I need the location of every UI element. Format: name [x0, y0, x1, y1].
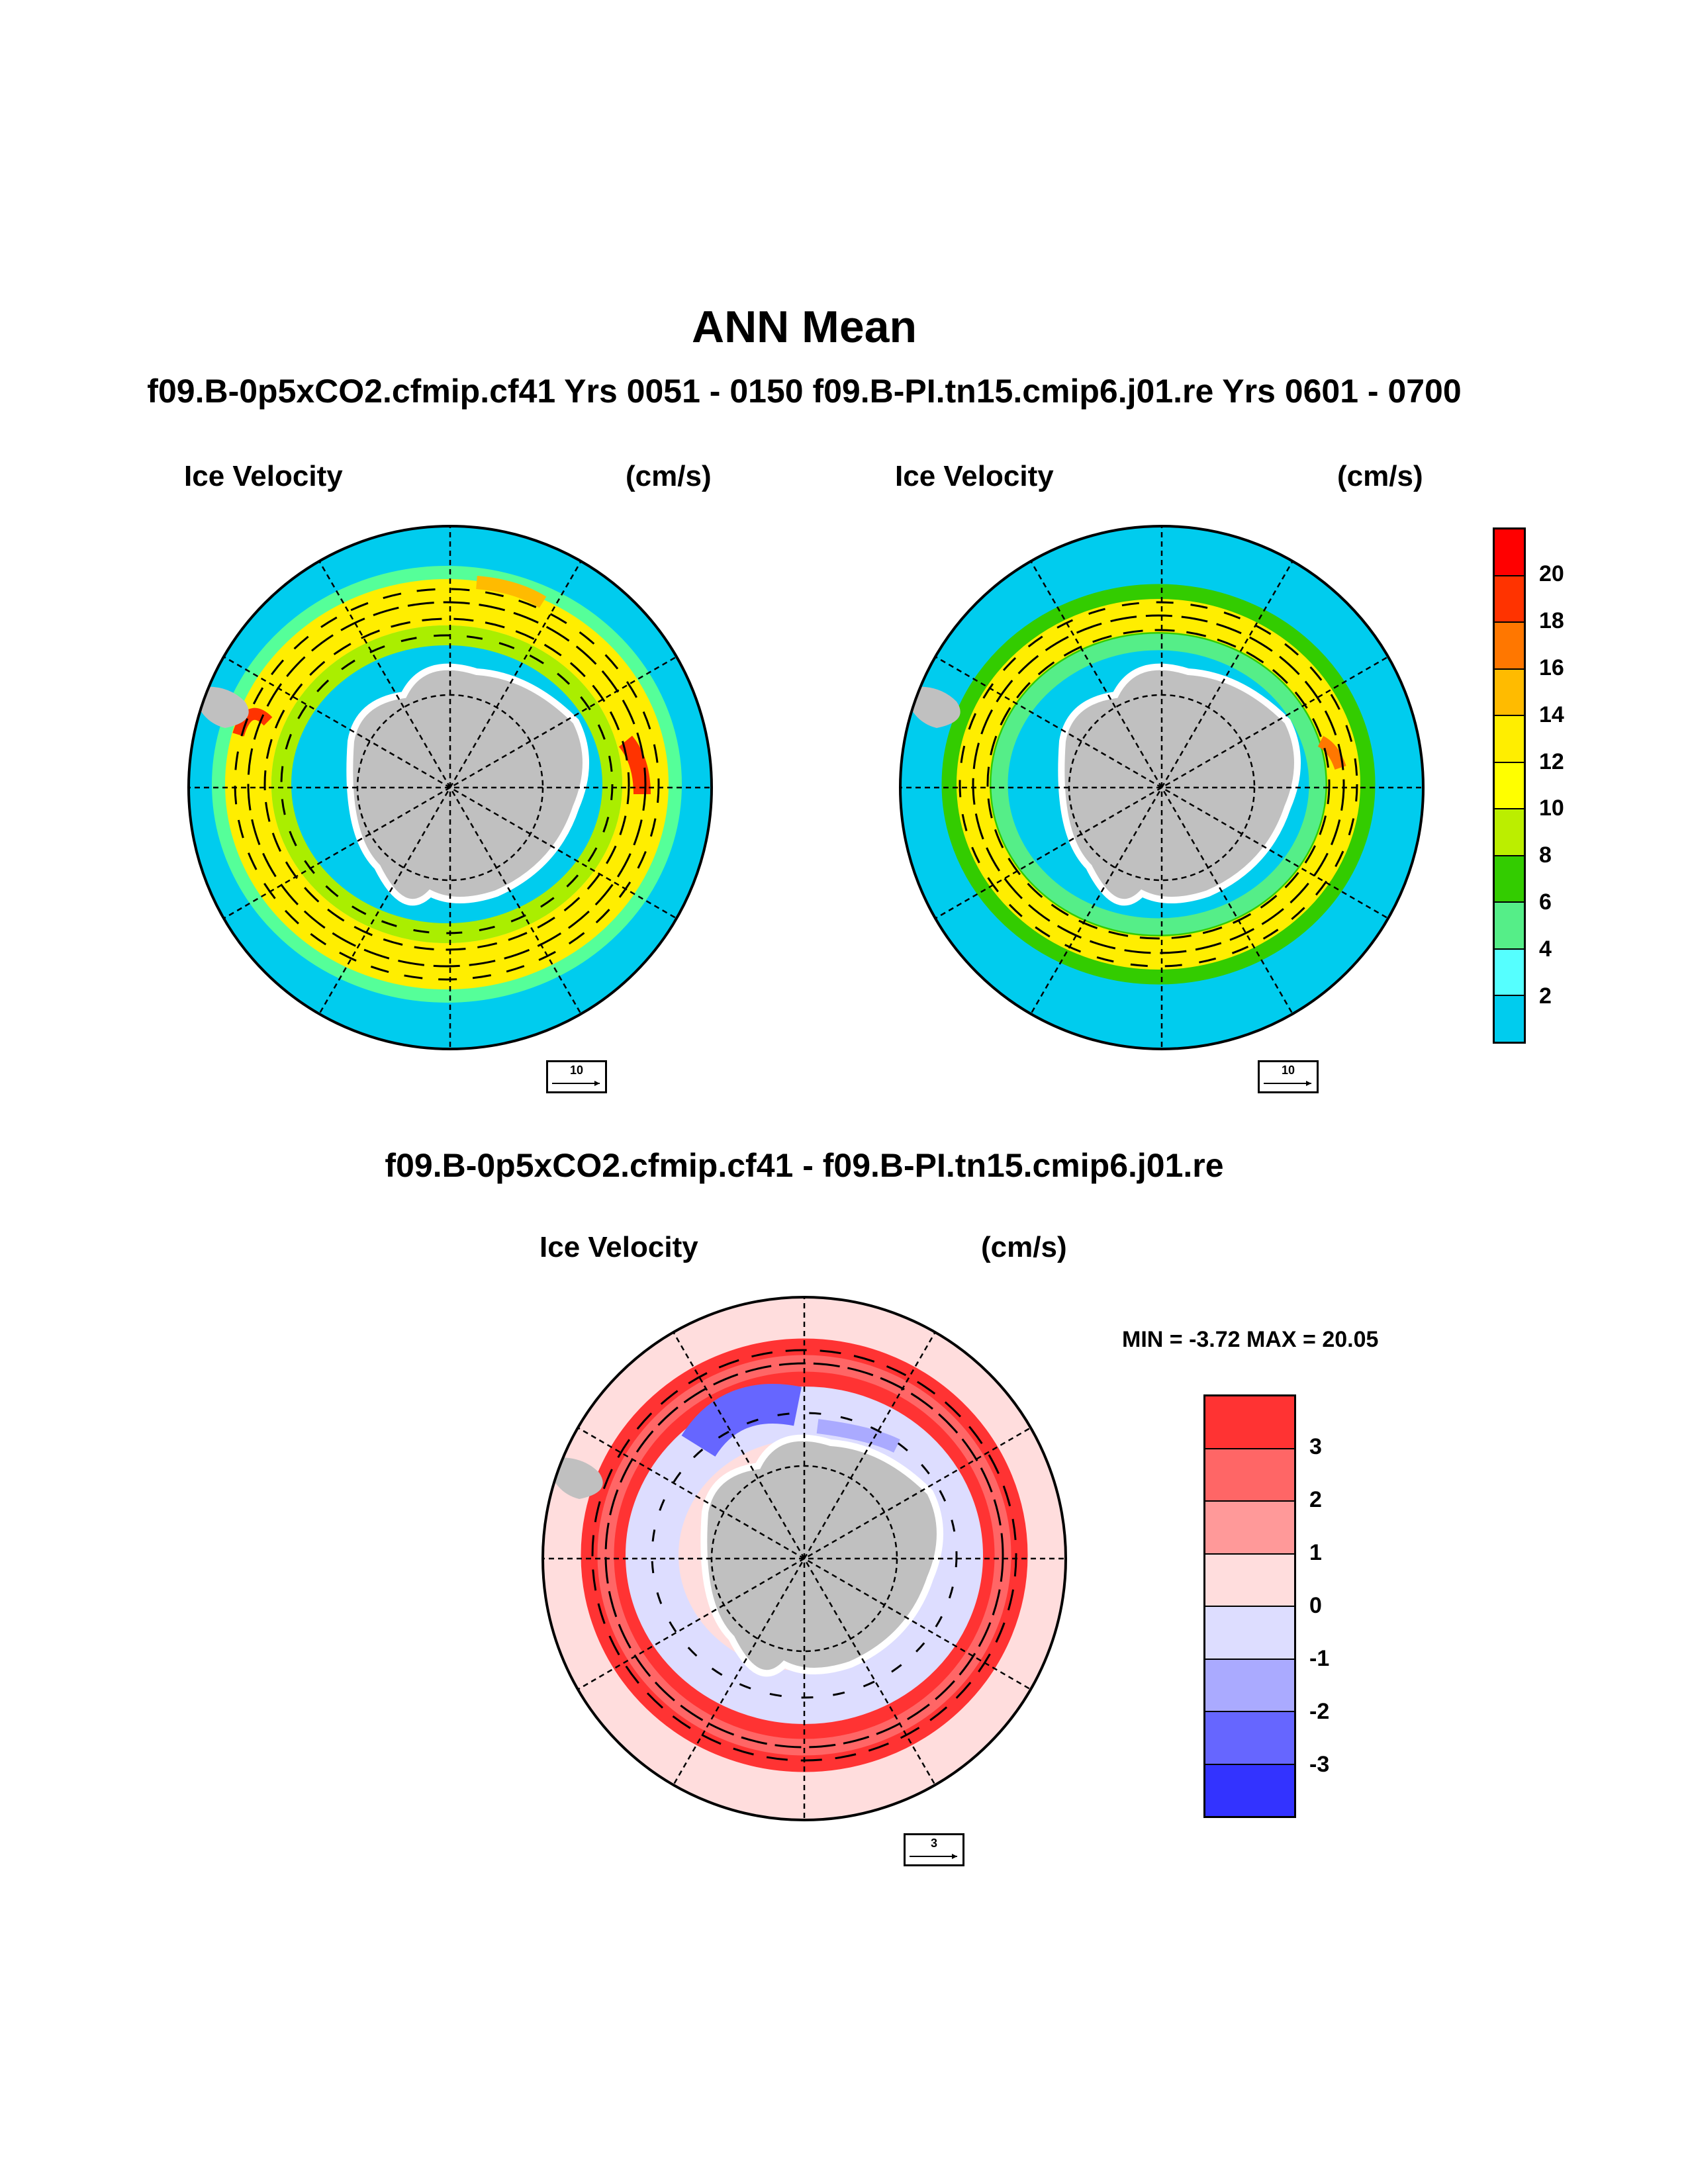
colorbar-main-label: 20 [1539, 561, 1564, 586]
colorbar-diff-cell [1205, 1763, 1294, 1816]
ice-max-speed [1317, 735, 1346, 770]
panel3-difference-map [541, 1296, 1067, 1821]
panel3-reference-value: 3 [930, 1837, 937, 1850]
panel3-units-label: (cm/s) [981, 1231, 1067, 1263]
colorbar-diff-label: 2 [1309, 1487, 1322, 1512]
antarctica-land [346, 663, 589, 906]
colorbar-main-label: 18 [1539, 608, 1564, 633]
ice-band-inner [991, 633, 1326, 935]
colorbar-diff-label: -3 [1309, 1752, 1330, 1777]
colorbar-main-label: 16 [1539, 655, 1564, 680]
panel1-variable-label: Ice Velocity [184, 460, 343, 492]
colorbar-diff-cell [1205, 1606, 1294, 1659]
colorbar-diff-cell [1205, 1711, 1294, 1764]
antarctica-land [700, 1434, 943, 1677]
panel1-polar-map [187, 525, 713, 1050]
colorbar-diff-cell [1205, 1396, 1294, 1448]
colorbar-main-label: 14 [1539, 702, 1564, 727]
panel2-polar-map [899, 525, 1425, 1050]
colorbar-main-label: 4 [1539, 936, 1552, 962]
colorbar-diff-label: 3 [1309, 1434, 1322, 1459]
colorbar-diff-label: -1 [1309, 1646, 1330, 1671]
panel1-reference-value: 10 [569, 1064, 584, 1077]
colorbar-main-label: 12 [1539, 749, 1564, 774]
colorbar-main-cell [1495, 574, 1524, 622]
colorbar-diff-label: -2 [1309, 1699, 1330, 1724]
panel3-reference-vector: 3 [904, 1833, 964, 1866]
colorbar-main-cell [1495, 668, 1524, 715]
colorbar-diff-label: 1 [1309, 1540, 1322, 1565]
panel3-variable-label: Ice Velocity [539, 1231, 698, 1263]
panel2-units-label: (cm/s) [1337, 460, 1423, 492]
colorbar-diff-cell [1205, 1500, 1294, 1553]
colorbar-main-label: 2 [1539, 983, 1552, 1009]
colorbar-main-cell [1495, 529, 1524, 575]
diff-min-region [681, 1384, 802, 1457]
antarctica-land [1058, 663, 1301, 906]
panel1-reference-vector: 10 [546, 1060, 607, 1093]
colorbar-diff-cell [1205, 1553, 1294, 1606]
colorbar-diff-label: 0 [1309, 1593, 1322, 1618]
colorbar-main-label: 6 [1539, 889, 1552, 915]
colorbar-main-cell [1495, 901, 1524, 948]
colorbar-main-cell [1495, 808, 1524, 855]
panel2-reference-vector: 10 [1258, 1060, 1319, 1093]
colorbar-main-cell [1495, 621, 1524, 668]
colorbar-diff-cell [1205, 1447, 1294, 1500]
colorbar-main-cell [1495, 761, 1524, 809]
min-max-label: MIN = -3.72 MAX = 20.05 [1122, 1327, 1379, 1352]
colorbar-diff-cell [1205, 1658, 1294, 1711]
page-title: ANN Mean [691, 302, 917, 352]
colorbar-main-cell [1495, 995, 1524, 1042]
page-subtitle: f09.B-0p5xCO2.cfmip.cf41 Yrs 0051 - 0150… [147, 373, 1462, 410]
colorbar-main [1493, 527, 1526, 1044]
panel2-reference-value: 10 [1281, 1064, 1295, 1077]
difference-title: f09.B-0p5xCO2.cfmip.cf41 - f09.B-PI.tn15… [385, 1147, 1224, 1184]
colorbar-main-label: 8 [1539, 842, 1552, 868]
colorbar-difference [1203, 1394, 1296, 1818]
colorbar-main-cell [1495, 715, 1524, 762]
colorbar-main-cell [1495, 948, 1524, 995]
panel2-variable-label: Ice Velocity [895, 460, 1054, 492]
panel1-units-label: (cm/s) [626, 460, 712, 492]
colorbar-main-label: 10 [1539, 796, 1564, 821]
colorbar-main-cell [1495, 854, 1524, 902]
